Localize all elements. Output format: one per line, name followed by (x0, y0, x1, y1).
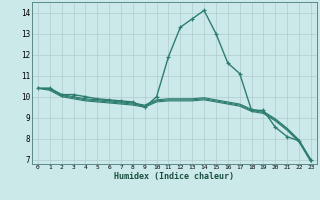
X-axis label: Humidex (Indice chaleur): Humidex (Indice chaleur) (115, 172, 234, 181)
